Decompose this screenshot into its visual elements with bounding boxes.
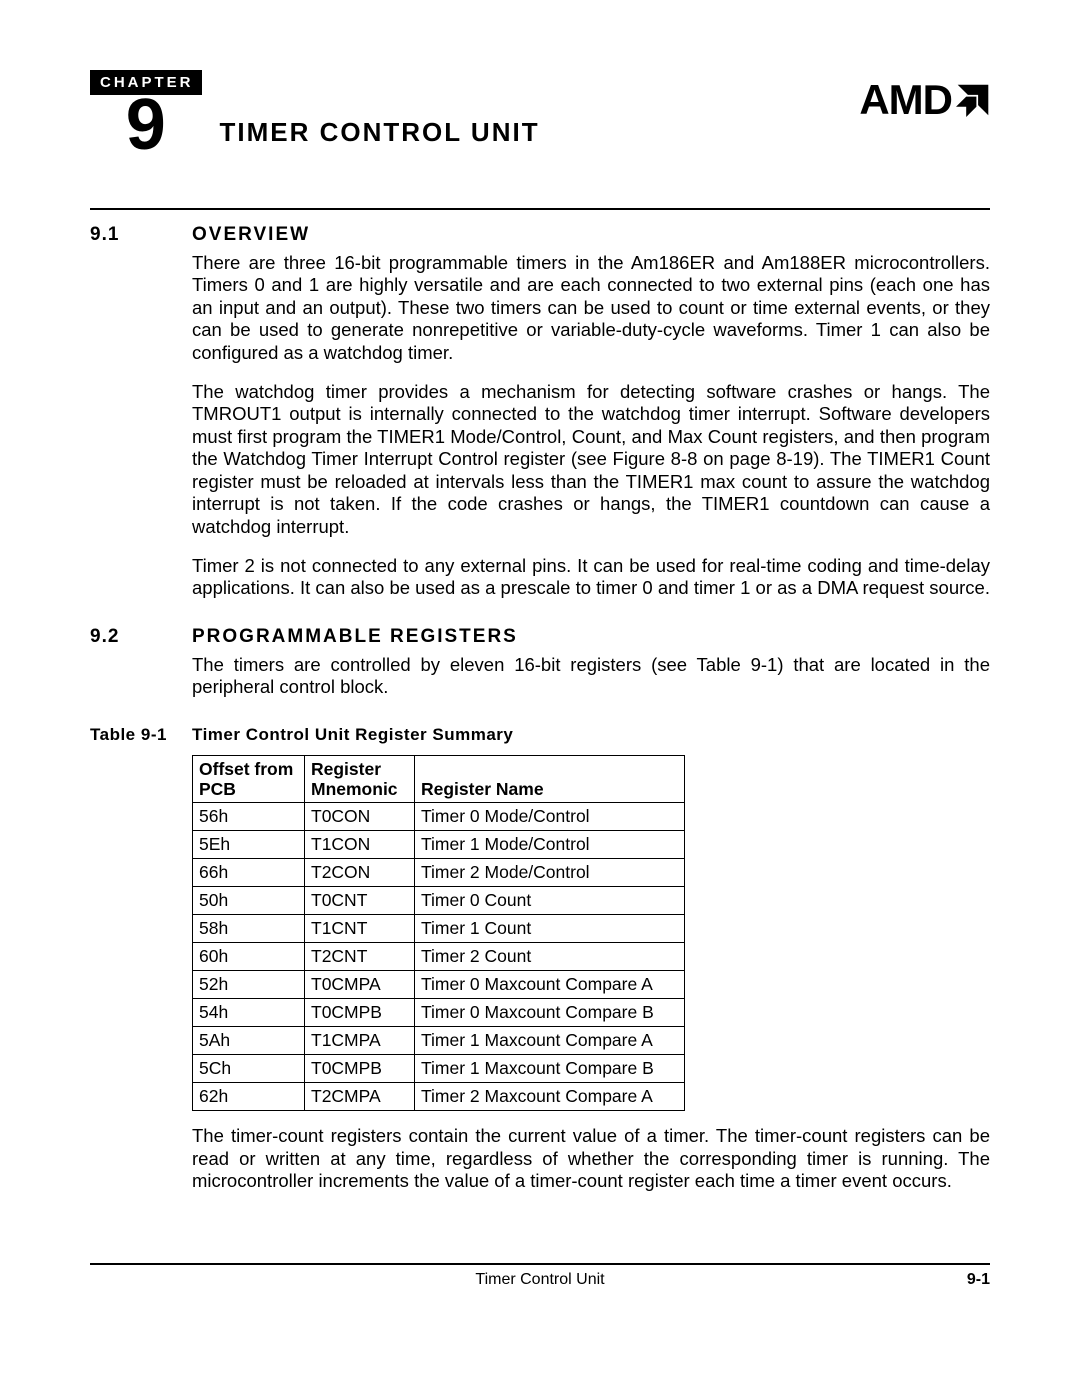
table-cell-offset: 5Ah xyxy=(193,1027,305,1055)
table-cell-name: Timer 1 Mode/Control xyxy=(415,831,685,859)
chapter-block: CHAPTER 9 TIMER CONTROL UNIT xyxy=(90,70,540,158)
table-cell-mnem: T2CMPA xyxy=(305,1083,415,1111)
table-row: 52hT0CMPATimer 0 Maxcount Compare A xyxy=(193,971,685,999)
table-row: 56hT0CONTimer 0 Mode/Control xyxy=(193,803,685,831)
col-header-line: PCB xyxy=(199,779,236,799)
header-rule xyxy=(90,208,990,210)
table-cell-name: Timer 0 Count xyxy=(415,887,685,915)
table-cell-mnem: T0CMPB xyxy=(305,999,415,1027)
table-cell-mnem: T1CON xyxy=(305,831,415,859)
col-header-line: Register Name xyxy=(421,779,544,799)
table-row: 60hT2CNTTimer 2 Count xyxy=(193,943,685,971)
table-cell-offset: 50h xyxy=(193,887,305,915)
amd-logo-text: AMD xyxy=(859,76,952,124)
register-summary-table: Offset from PCB Register Mnemonic Regist… xyxy=(192,755,685,1111)
section-number: 9.2 xyxy=(90,626,192,715)
table-cell-mnem: T2CNT xyxy=(305,943,415,971)
table-cell-offset: 66h xyxy=(193,859,305,887)
table-row: 5AhT1CMPATimer 1 Maxcount Compare A xyxy=(193,1027,685,1055)
amd-logo: AMD xyxy=(859,76,990,124)
table-cell-mnem: T1CMPA xyxy=(305,1027,415,1055)
section-9-2: 9.2 PROGRAMMABLE REGISTERS The timers ar… xyxy=(90,626,990,715)
table-cell-offset: 5Eh xyxy=(193,831,305,859)
table-cell-offset: 54h xyxy=(193,999,305,1027)
table-row: 66hT2CONTimer 2 Mode/Control xyxy=(193,859,685,887)
table-header-row: Offset from PCB Register Mnemonic Regist… xyxy=(193,755,685,802)
table-cell-name: Timer 0 Maxcount Compare A xyxy=(415,971,685,999)
col-header-line: Mnemonic xyxy=(311,779,398,799)
paragraph: The watchdog timer provides a mechanism … xyxy=(192,381,990,539)
paragraph: The timer-count registers contain the cu… xyxy=(192,1125,990,1193)
table-cell-name: Timer 1 Maxcount Compare A xyxy=(415,1027,685,1055)
page-number: 9-1 xyxy=(967,1271,990,1289)
page-footer: Timer Control Unit 9-1 xyxy=(90,1271,990,1293)
section-body: OVERVIEW There are three 16-bit programm… xyxy=(192,224,990,616)
paragraph: The timers are controlled by eleven 16-b… xyxy=(192,654,990,699)
table-cell-name: Timer 2 Maxcount Compare A xyxy=(415,1083,685,1111)
page: CHAPTER 9 TIMER CONTROL UNIT AMD 9.1 OVE… xyxy=(0,0,1080,1343)
col-header-name: Register Name xyxy=(415,755,685,802)
table-cell-offset: 5Ch xyxy=(193,1055,305,1083)
table-title: Timer Control Unit Register Summary xyxy=(192,725,513,745)
table-number: Table 9-1 xyxy=(90,725,192,745)
col-header-line: Offset from xyxy=(199,759,293,779)
table-cell-name: Timer 0 Maxcount Compare B xyxy=(415,999,685,1027)
table-cell-offset: 56h xyxy=(193,803,305,831)
section-body: PROGRAMMABLE REGISTERS The timers are co… xyxy=(192,626,990,715)
table-cell-mnem: T1CNT xyxy=(305,915,415,943)
chapter-title: TIMER CONTROL UNIT xyxy=(220,117,540,148)
table-cell-name: Timer 2 Count xyxy=(415,943,685,971)
table-cell-name: Timer 2 Mode/Control xyxy=(415,859,685,887)
col-header-mnemonic: Register Mnemonic xyxy=(305,755,415,802)
col-header-offset: Offset from PCB xyxy=(193,755,305,802)
amd-arrow-icon xyxy=(956,83,990,117)
table-cell-mnem: T2CON xyxy=(305,859,415,887)
table-cell-name: Timer 1 Count xyxy=(415,915,685,943)
section-number: 9.1 xyxy=(90,224,192,616)
table-row: 5ChT0CMPBTimer 1 Maxcount Compare B xyxy=(193,1055,685,1083)
paragraph: There are three 16-bit programmable time… xyxy=(192,252,990,365)
table-cell-offset: 58h xyxy=(193,915,305,943)
table-caption: Table 9-1 Timer Control Unit Register Su… xyxy=(90,725,990,745)
col-header-line: Register xyxy=(311,759,381,779)
table-row: 58hT1CNTTimer 1 Count xyxy=(193,915,685,943)
table-row: 62hT2CMPATimer 2 Maxcount Compare A xyxy=(193,1083,685,1111)
table-cell-name: Timer 0 Mode/Control xyxy=(415,803,685,831)
table-row: 50hT0CNTTimer 0 Count xyxy=(193,887,685,915)
table-row: 54hT0CMPBTimer 0 Maxcount Compare B xyxy=(193,999,685,1027)
paragraph: Timer 2 is not connected to any external… xyxy=(192,555,990,600)
table-cell-offset: 60h xyxy=(193,943,305,971)
table-cell-mnem: T0CON xyxy=(305,803,415,831)
footer-title: Timer Control Unit xyxy=(475,1271,604,1289)
section-title: OVERVIEW xyxy=(192,224,990,246)
table-cell-mnem: T0CMPA xyxy=(305,971,415,999)
footer-rule xyxy=(90,1263,990,1265)
table-row: 5EhT1CONTimer 1 Mode/Control xyxy=(193,831,685,859)
section-title: PROGRAMMABLE REGISTERS xyxy=(192,626,990,648)
table-cell-mnem: T0CNT xyxy=(305,887,415,915)
table-cell-name: Timer 1 Maxcount Compare B xyxy=(415,1055,685,1083)
section-9-1: 9.1 OVERVIEW There are three 16-bit prog… xyxy=(90,224,990,616)
table-cell-mnem: T0CMPB xyxy=(305,1055,415,1083)
chapter-label-wrap: CHAPTER 9 xyxy=(90,70,202,158)
table-cell-offset: 52h xyxy=(193,971,305,999)
chapter-header: CHAPTER 9 TIMER CONTROL UNIT AMD xyxy=(90,70,990,158)
chapter-number: 9 xyxy=(126,93,166,158)
table-cell-offset: 62h xyxy=(193,1083,305,1111)
